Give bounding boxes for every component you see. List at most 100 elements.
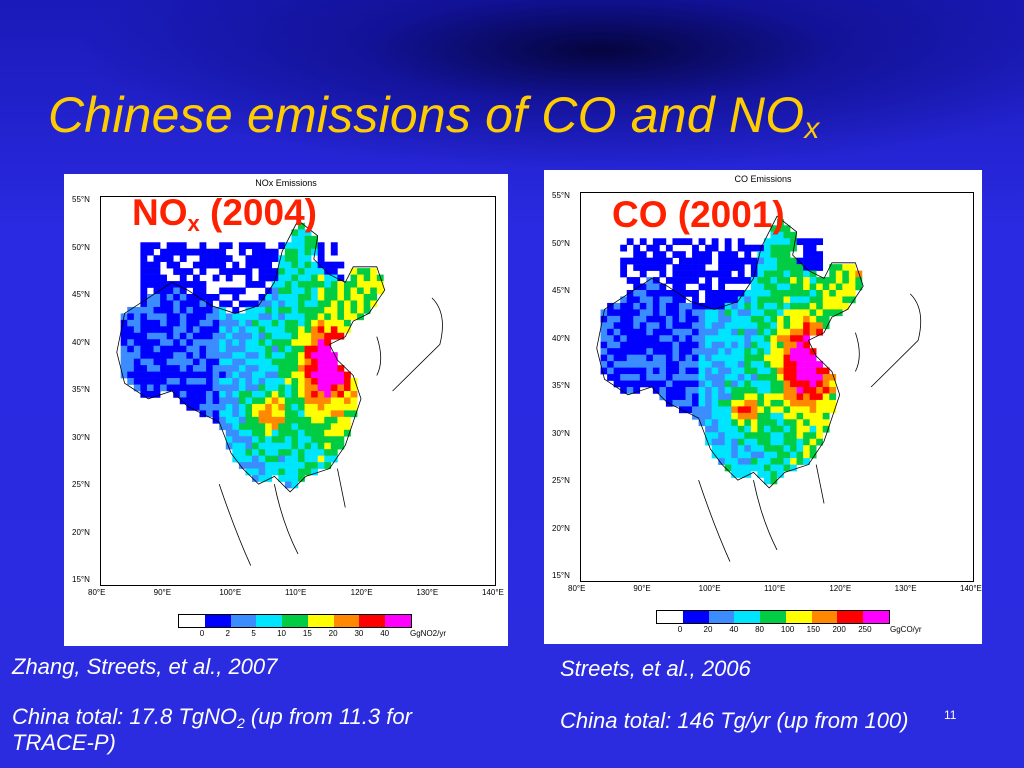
emission-grid-cell [120,371,128,379]
emission-grid-cell [724,341,732,349]
emission-grid-cell [317,281,325,288]
emission-grid-cell [822,387,830,394]
emission-grid-cell [613,335,621,343]
emission-grid-cell [186,300,194,308]
colorbar-swatch [811,611,838,623]
colorbar-tick-label: 15 [302,629,312,638]
emission-grid-cell [829,309,837,317]
emission-grid-cell [225,332,233,340]
emission-grid-cell [763,399,771,407]
colorbar-tick-label: 200 [832,625,846,634]
emission-grid-cell [639,257,647,265]
emission-grid-cell [278,449,286,456]
emission-grid-cell [685,257,693,265]
emission-grid-cell [160,384,167,392]
emission-grid-cell [809,393,817,401]
emission-grid-cell [620,361,628,368]
emission-grid-cell [718,412,726,420]
emission-grid-cell [724,348,732,355]
emission-grid-cell [750,419,758,427]
emission-grid-cell [809,270,817,278]
emission-grid-cell [127,339,135,347]
emission-grid-cell [304,462,312,469]
emission-grid-cell [311,332,318,340]
emission-grid-cell [705,315,712,323]
emission-grid-cell [665,380,673,388]
emission-grid-cell [317,287,325,295]
emission-grid-cell [724,322,732,330]
emission-grid-cell [750,367,758,375]
emission-grid-cell [291,481,299,489]
emission-grid-cell [186,281,194,288]
emission-grid-cell [737,458,745,465]
emission-grid-cell [737,290,745,297]
emission-grid-cell [278,294,286,301]
emission-grid-cell [620,348,628,355]
emission-grid-cell [790,264,797,271]
emission-grid-cell [705,302,712,310]
emission-grid-cell [665,322,673,330]
emission-grid-cell [783,380,791,388]
emission-grid-cell [140,391,148,398]
emission-grid-cell [153,384,161,392]
emission-grid-cell [192,384,200,392]
emission-grid-cell [252,326,259,334]
emission-grid-cell [633,296,641,304]
emission-grid-cell [278,274,286,282]
emission-grid-cell [600,328,608,336]
emission-grid-cell [718,277,726,284]
emission-grid-cell [639,283,647,291]
emission-grid-cell [613,322,621,330]
emission-grid-cell [317,442,325,450]
emission-grid-cell [744,277,752,284]
emission-grid-cell [133,384,141,392]
emission-grid-cell [626,322,634,330]
emission-grid-cell [783,399,791,407]
emission-grid-cell [252,423,259,431]
emission-grid-cell [626,335,634,343]
emission-grid-cell [659,335,667,343]
emission-grid-cell [238,248,246,256]
emission-grid-cell [304,287,312,295]
emission-grid-cell [744,296,752,304]
emission-grid-cell [298,332,305,340]
emission-grid-cell [777,393,784,401]
emission-grid-cell [685,290,693,297]
emission-grid-cell [245,332,253,340]
emission-grid-cell [179,268,187,275]
emission-grid-cell [777,361,784,368]
emission-grid-cell [705,406,712,414]
emission-grid-cell [271,332,279,340]
emission-grid-cell [324,403,332,411]
emission-grid-cell [665,328,673,336]
emission-grid-cell [271,423,279,431]
emission-grid-cell [278,365,286,372]
emission-grid-cell [652,380,660,388]
emission-grid-cell [192,326,200,334]
emission-grid-cell [245,313,253,321]
emission-grid-cell [258,345,266,353]
emission-grid-cell [790,406,797,414]
emission-grid-cell [330,371,338,379]
emission-grid-cell [324,455,332,463]
emission-grid-cell [252,248,259,256]
colorbar-tick-label: 100 [780,625,795,634]
emission-grid-cell [692,354,699,362]
emission-grid-cell [350,268,358,275]
emission-grid-cell [835,270,843,278]
emission-grid-cell [179,300,187,308]
emission-grid-cell [646,348,654,355]
emission-grid-cell [219,358,227,366]
emission-grid-cell [750,412,758,420]
emission-grid-cell [796,270,804,278]
emission-grid-cell [816,264,824,271]
emission-grid-cell [291,442,299,450]
emission-grid-cell [705,257,712,265]
left-china-total: China total: 17.8 TgNO2 (up from 11.3 fo… [12,704,412,731]
emission-grid-cell [232,358,240,366]
emission-grid-cell [626,380,634,388]
emission-grid-cell [317,261,325,269]
emission-grid-cell [809,380,817,388]
emission-grid-cell [238,358,246,366]
emission-grid-cell [737,244,745,252]
